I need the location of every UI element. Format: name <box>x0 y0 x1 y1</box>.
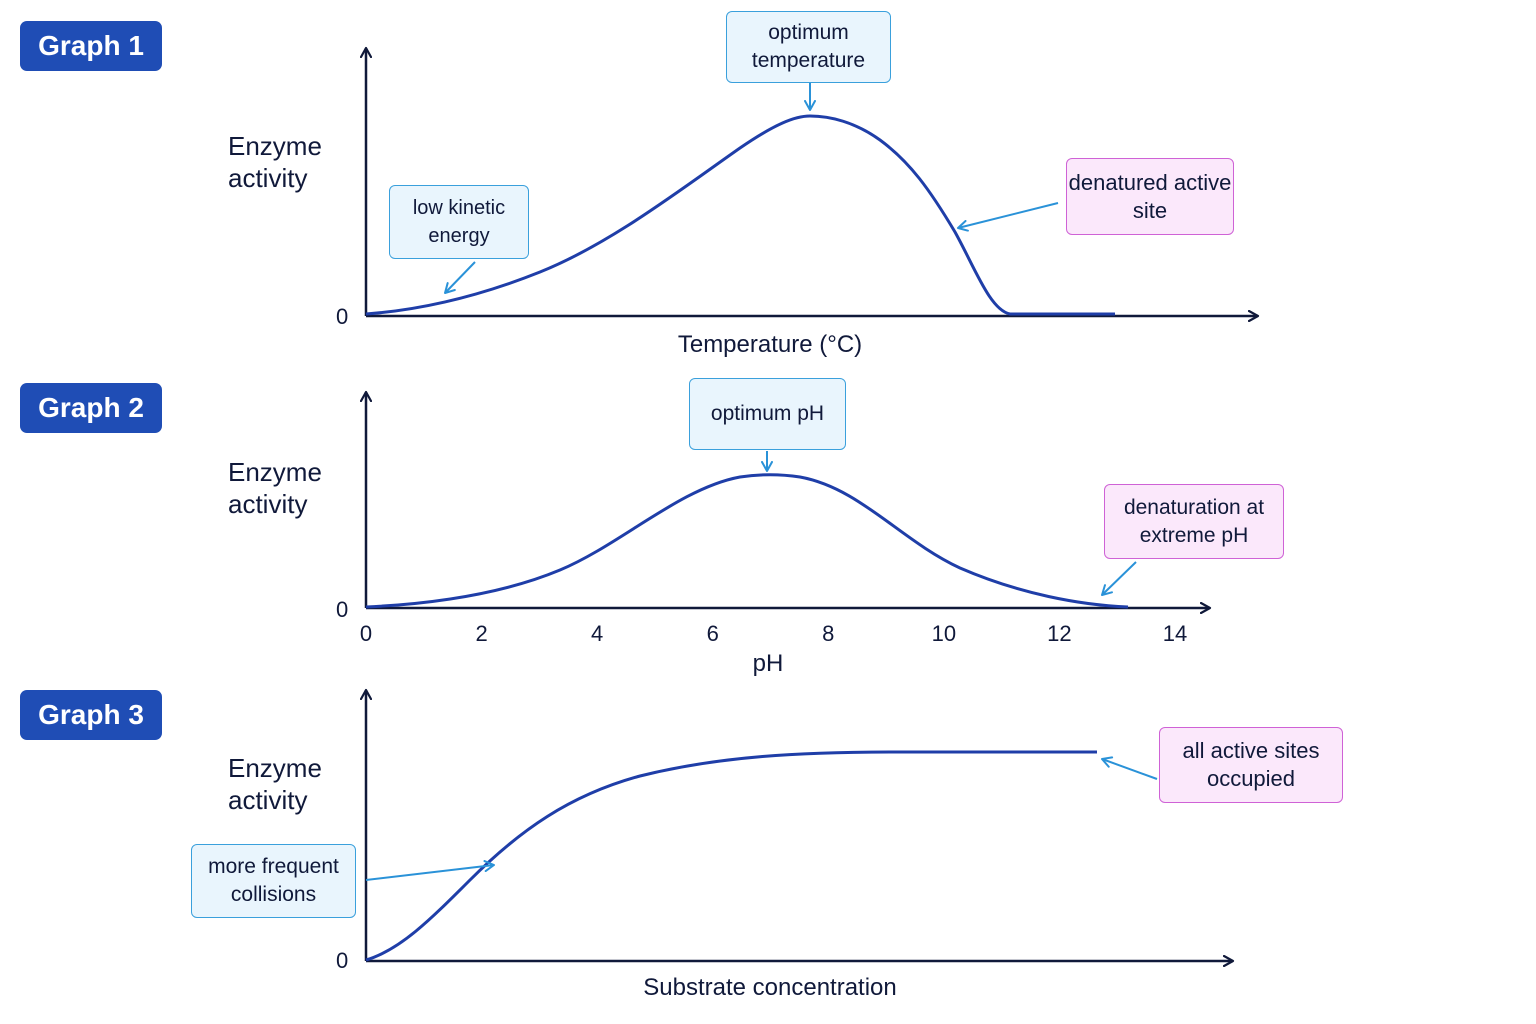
graph2-x-tick: 6 <box>707 621 719 646</box>
graph2-x-tick: 14 <box>1163 621 1187 646</box>
graph1-denatured-arrow <box>957 202 1059 232</box>
graph3-occupied-arrow <box>1101 756 1158 780</box>
graph1-badge: Graph 1 <box>20 21 162 71</box>
all-active-sites-occupied-note: all active sites occupied <box>1159 727 1343 803</box>
denatured-active-site-note: denatured active site <box>1066 158 1234 235</box>
graph2-x-tick: 2 <box>475 621 487 646</box>
graph2-x-ticks: 0 2 4 6 8 10 12 14 <box>360 621 1187 646</box>
graph2-denaturation-arrow <box>1101 561 1137 596</box>
optimum-ph-note: optimum pH <box>689 378 846 450</box>
graph2-x-tick: 8 <box>822 621 834 646</box>
graph1-y-label: Enzyme activity <box>228 131 322 193</box>
low-kinetic-energy-note: low kinetic energy <box>389 185 529 259</box>
graph1-zero-tick: 0 <box>336 304 348 329</box>
graph3-y-label: Enzyme activity <box>228 753 322 815</box>
optimum-temperature-note: optimum temperature <box>726 11 891 83</box>
graph2-y-label: Enzyme activity <box>228 457 322 519</box>
graph2-x-tick: 10 <box>932 621 956 646</box>
graph3-badge: Graph 3 <box>20 690 162 740</box>
denaturation-extreme-ph-note: denaturation at extreme pH <box>1104 484 1284 559</box>
graph3-x-label: Substrate concentration <box>643 974 897 1001</box>
graph3-zero-tick: 0 <box>336 948 348 973</box>
graph2-zero-tick: 0 <box>336 597 348 622</box>
graph2-x-tick: 12 <box>1047 621 1071 646</box>
graph2-x-tick: 4 <box>591 621 603 646</box>
graph1-curve <box>365 114 1115 316</box>
graph3-collisions-arrow <box>365 860 495 881</box>
graph2-x-tick: 0 <box>360 621 372 646</box>
graph1-x-label: Temperature (°C) <box>678 331 862 358</box>
graph2-badge: Graph 2 <box>20 383 162 433</box>
more-frequent-collisions-note: more frequent collisions <box>191 844 356 918</box>
graph2-x-label: pH <box>753 650 784 677</box>
graph2-curve <box>365 473 1129 609</box>
graph3-curve <box>365 750 1097 962</box>
graph1-low-energy-arrow <box>444 261 476 294</box>
